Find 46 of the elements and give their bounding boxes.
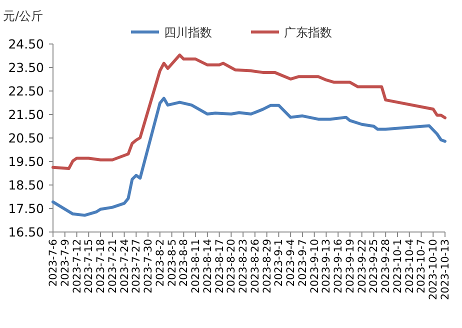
- x-tick-label: 2023-7-18: [95, 239, 108, 294]
- x-tick-label: 2023-8-5: [166, 239, 178, 287]
- y-tick-label: 24.50: [8, 36, 44, 52]
- x-tick-label: 2023-10-1: [392, 239, 404, 294]
- x-tick-label: 2023-9-1: [273, 239, 286, 287]
- y-tick-label: 22.50: [8, 84, 44, 98]
- y-tick-label: 20.50: [8, 130, 44, 146]
- x-tick-label: 2023-9-7: [296, 239, 309, 287]
- x-tick-label: 2023-10-7: [416, 239, 428, 294]
- y-axis-title: 元/公斤: [3, 9, 44, 23]
- x-tick-label: 2023-9-10: [308, 239, 321, 294]
- x-tick-label: 2023-7-9: [59, 239, 72, 287]
- x-tick-label: 2023-10-4: [404, 238, 416, 294]
- y-tick-label: 18.50: [8, 178, 44, 192]
- x-tick-label: 2023-8-26: [249, 238, 262, 294]
- x-tick-label: 2023-10-13: [440, 239, 452, 300]
- y-tick-label: 21.50: [8, 107, 44, 122]
- x-tick-label: 2023-9-16: [332, 238, 345, 294]
- x-tick-label: 2023-8-20: [226, 239, 238, 294]
- x-tick-label: 2023-9-28: [380, 239, 392, 294]
- x-tick-label: 2023-9-13: [320, 239, 333, 294]
- x-tick-label: 2023-7-30: [142, 239, 155, 294]
- x-tick-label: 2023-7-21: [106, 239, 119, 294]
- x-tick-label: 2023-8-29: [261, 239, 274, 294]
- x-tick-label: 2023-9-19: [344, 239, 356, 294]
- y-tick-label: 23.50: [8, 60, 44, 75]
- x-tick-label: 2023-7-12: [71, 239, 84, 294]
- x-tick-label: 2023-9-4: [285, 238, 298, 287]
- x-tick-label: 2023-8-23: [238, 239, 250, 294]
- x-tick-label: 2023-8-11: [190, 239, 202, 294]
- x-tick-label: 2023-10-10: [428, 239, 440, 300]
- x-tick-label: 2023-7-24: [118, 238, 131, 294]
- y-tick-label: 16.50: [8, 224, 44, 240]
- y-tick-label: 17.50: [8, 201, 44, 216]
- x-tick-label: 2023-7-6: [48, 238, 60, 287]
- x-tick-label: 2023-8-2: [154, 239, 166, 287]
- y-tick-label: 19.50: [8, 154, 44, 169]
- x-tick-label: 2023-8-8: [178, 239, 190, 287]
- x-tick-label: 2023-8-17: [214, 239, 226, 294]
- x-tick-label: 2023-8-14: [202, 238, 214, 294]
- legend-label: 广东指数: [284, 26, 332, 40]
- x-tick-label: 2023-9-22: [356, 239, 368, 294]
- x-tick-label: 2023-7-15: [83, 239, 96, 294]
- x-tick-label: 2023-9-25: [368, 239, 380, 294]
- x-tick-label: 2023-7-27: [130, 239, 143, 294]
- legend-label: 四川指数: [164, 26, 212, 40]
